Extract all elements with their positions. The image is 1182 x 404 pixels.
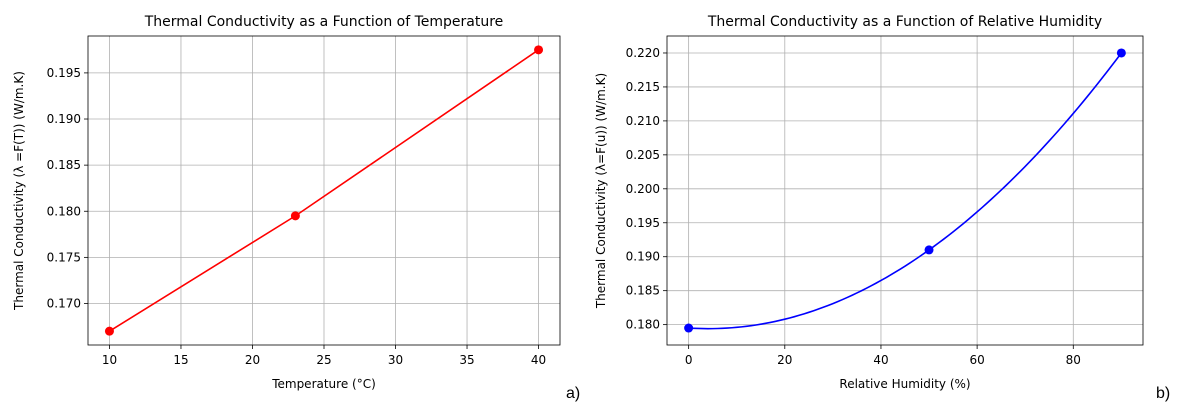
grid: [667, 36, 1143, 345]
y-tick-label: 0.190: [47, 112, 81, 126]
data-point: [684, 323, 694, 333]
x-tick-label: 80: [1066, 353, 1081, 367]
y-tick-label: 0.205: [626, 148, 660, 162]
axes-frame: [87, 35, 561, 346]
data-point: [534, 45, 544, 55]
y-tick-label: 0.195: [626, 216, 660, 230]
x-axis-label: Relative Humidity (%): [839, 377, 970, 391]
data-point: [1116, 48, 1126, 58]
y-tick-label: 0.185: [47, 158, 81, 172]
x-tick-label: 10: [102, 353, 117, 367]
x-tick-label: 30: [388, 353, 403, 367]
x-tick-label: 60: [969, 353, 984, 367]
plot-area: [684, 48, 1126, 333]
axes-frame: [666, 35, 1144, 346]
y-tick-label: 0.195: [47, 66, 81, 80]
chart-temperature: Thermal Conductivity as a Function of Te…: [12, 14, 580, 402]
axis-ticks: 10 15 20 25 30 35 40 0.170 0.175 0.180 0.185 0.190 0…: [47, 66, 547, 367]
x-tick-label: 40: [873, 353, 888, 367]
y-tick-label: 0.170: [47, 296, 81, 310]
y-tick-label: 0.175: [47, 250, 81, 264]
y-tick-label: 0.215: [626, 80, 660, 94]
y-tick-label: 0.185: [626, 284, 660, 298]
y-axis-label: Thermal Conductivity (λ =F(T)) (W/m.K): [12, 71, 26, 311]
y-tick-label: 0.210: [626, 114, 660, 128]
x-tick-label: 0: [685, 353, 693, 367]
data-point: [924, 245, 934, 255]
panel-label: a): [566, 385, 580, 402]
y-tick-label: 0.190: [626, 250, 660, 264]
y-tick-label: 0.180: [47, 204, 81, 218]
panel-label: b): [1156, 385, 1170, 402]
chart-title: Thermal Conductivity as a Function of Re…: [707, 14, 1102, 30]
x-tick-label: 20: [777, 353, 792, 367]
data-point: [290, 211, 300, 221]
y-tick-label: 0.220: [626, 46, 660, 60]
x-tick-label: 35: [459, 353, 474, 367]
plot-area: [104, 45, 544, 336]
y-axis-label: Thermal Conductivity (λ=F(u)) (W/m.K): [594, 73, 608, 309]
x-tick-label: 40: [531, 353, 546, 367]
chart-humidity: Thermal Conductivity as a Function of Re…: [594, 14, 1170, 402]
y-tick-label: 0.180: [626, 318, 660, 332]
axis-ticks: 0 20 40 60 80 0.180 0.185 0.190 0.195 0.200 0.205 0…: [626, 46, 1081, 367]
chart-title: Thermal Conductivity as a Function of Te…: [144, 14, 504, 30]
data-point: [104, 326, 114, 336]
y-tick-label: 0.200: [626, 182, 660, 196]
x-tick-label: 20: [245, 353, 260, 367]
x-tick-label: 15: [173, 353, 188, 367]
x-tick-label: 25: [316, 353, 331, 367]
x-axis-label: Temperature (°C): [271, 377, 376, 391]
series-line: [688, 52, 1122, 330]
grid: [88, 36, 560, 345]
